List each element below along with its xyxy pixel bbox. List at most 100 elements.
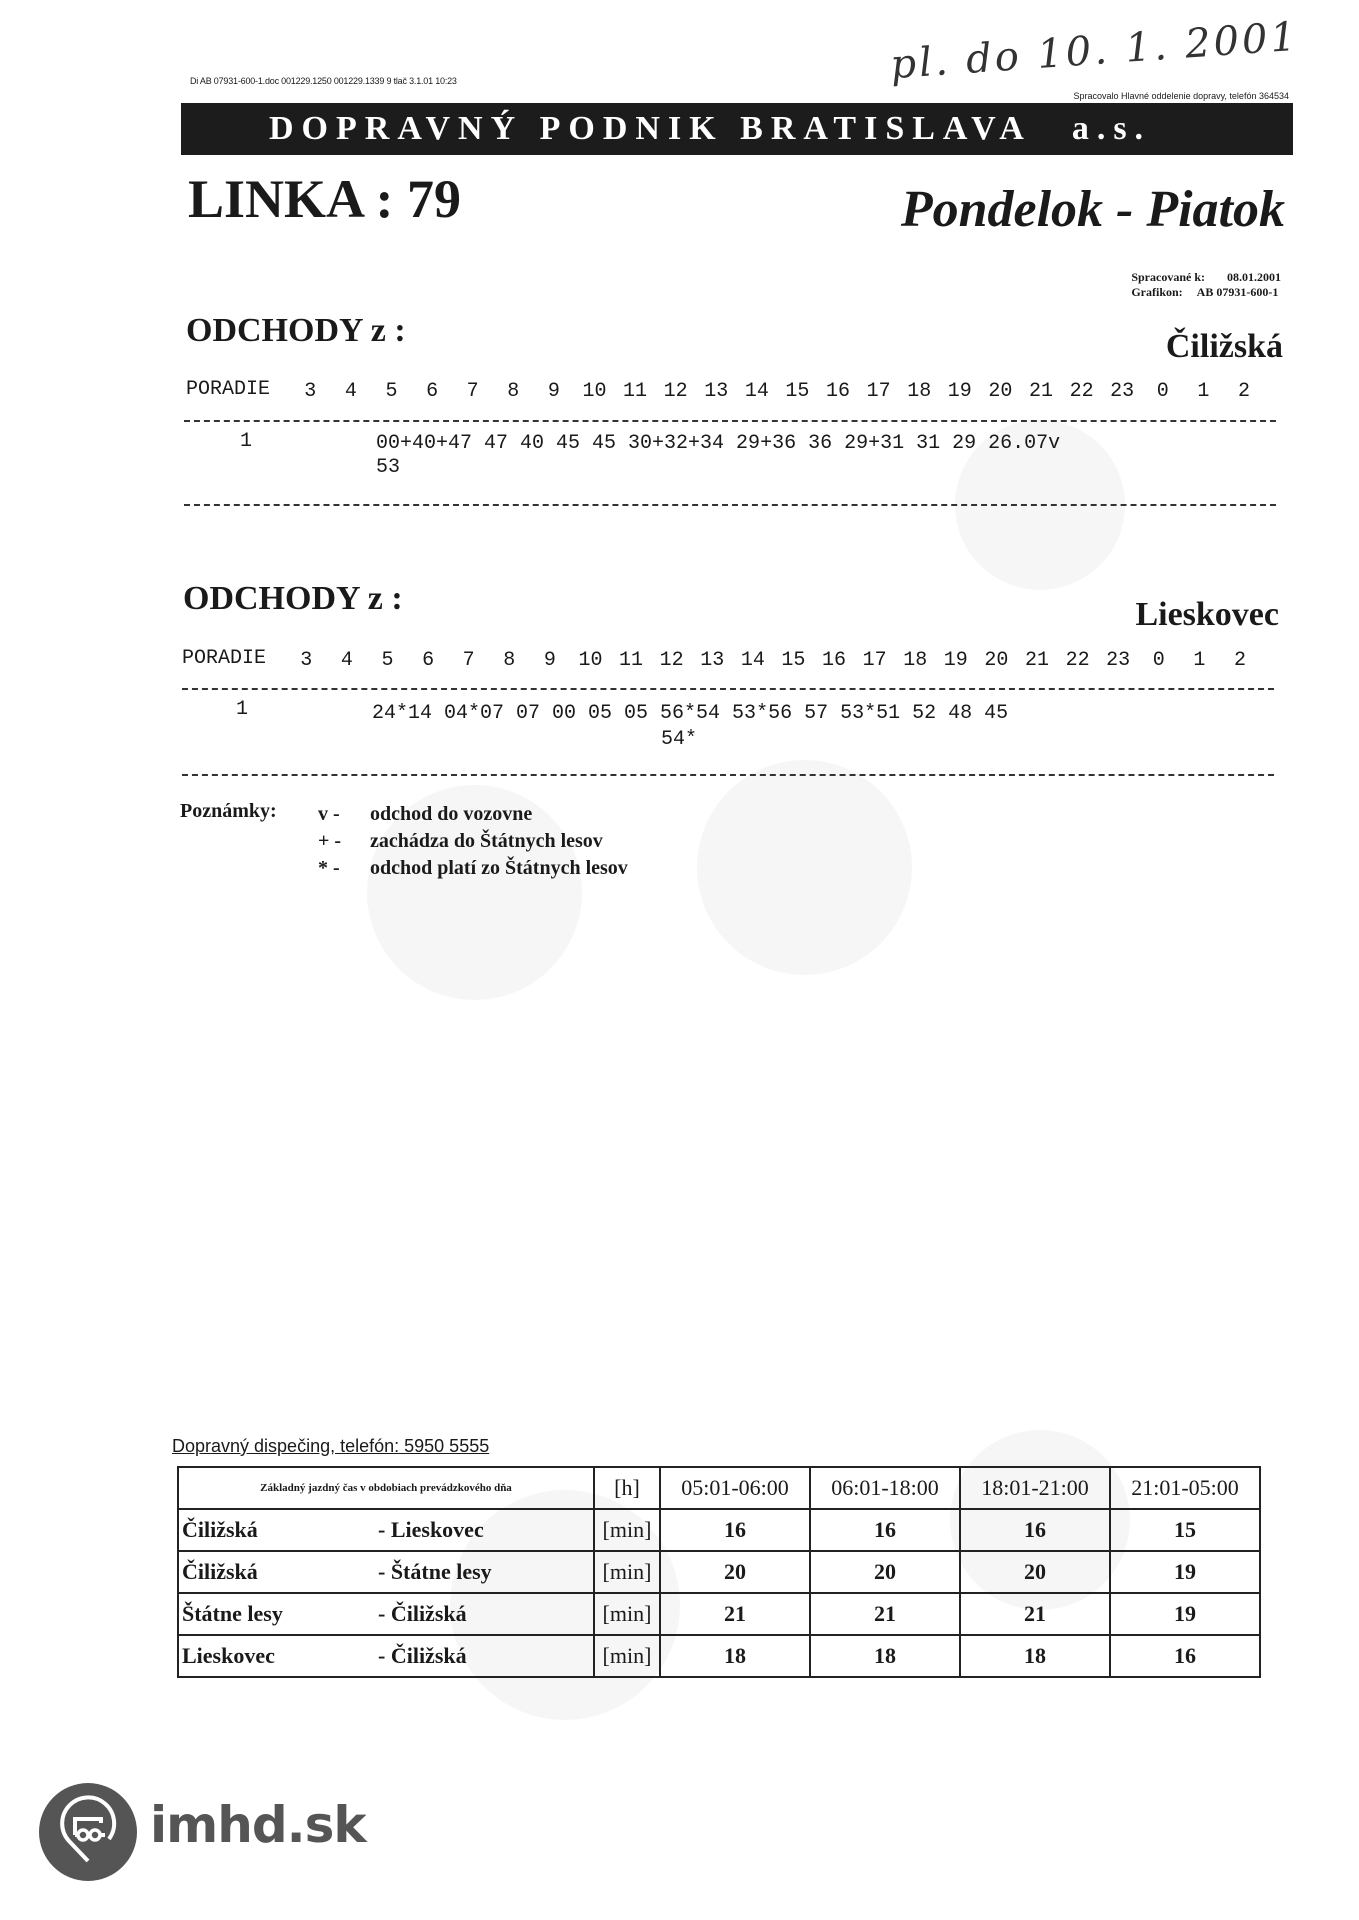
hour-column: 1 (1193, 649, 1206, 672)
time-cell: 21 (959, 1592, 1111, 1636)
time-cell: 21 (659, 1592, 811, 1636)
note-text: odchod platí zo Štátnych lesov (370, 857, 628, 879)
hour-column: 20 (984, 649, 1009, 672)
time-cell: 15 (1109, 1508, 1261, 1552)
route-from: Lieskovec (182, 1643, 275, 1668)
route-to: - Lieskovec (378, 1517, 484, 1542)
hour-column: 3 (304, 380, 317, 403)
note-text: zachádza do Štátnych lesov (370, 830, 603, 852)
hour-column: 2 (1237, 380, 1250, 403)
hour-column: 19 (943, 649, 968, 672)
time-cell: 16 (809, 1508, 961, 1552)
table-row: Štátne lesy - Čiližská [min] 21 21 21 19 (177, 1592, 1261, 1636)
processed-by: Spracovalo Hlavné oddelenie dopravy, tel… (1073, 91, 1290, 101)
route-from: Čiližská (182, 1559, 258, 1584)
hour-column: 19 (947, 380, 972, 403)
hour-column: 18 (903, 649, 928, 672)
company-suffix: a.s. (1071, 110, 1152, 147)
departures-heading: ODCHODY z : (183, 580, 403, 617)
hour-column: 5 (385, 380, 398, 403)
imhd-logo-text: imhd.sk (150, 1796, 367, 1854)
table-row: Lieskovec - Čiližská [min] 18 18 18 16 (177, 1634, 1261, 1678)
table-header-cell: Základný jazdný čas v obdobiach prevádzk… (177, 1466, 595, 1510)
unit-cell: [min] (593, 1634, 661, 1678)
note-text: odchod do vozovne (370, 803, 533, 825)
time-cell: 16 (959, 1508, 1111, 1552)
departures-row-continued: 53 (376, 456, 401, 479)
hour-column: 7 (462, 649, 475, 672)
hour-column: 4 (344, 380, 357, 403)
hour-column: 1 (1197, 380, 1210, 403)
order-label: PORADIE (182, 647, 267, 670)
company-name: DOPRAVNÝ PODNIK BRATISLAVA (269, 110, 1032, 147)
hour-column: 9 (547, 380, 560, 403)
hours-header: 3 4 5 6 7 8 9 10 11 12 13 14 15 16 17 18 19 20 21 22 23 0 1 2 (286, 649, 1260, 672)
departures-heading: ODCHODY z : (186, 312, 406, 349)
hour-column: 17 (862, 649, 887, 672)
hour-column: 23 (1110, 380, 1135, 403)
hour-column: 11 (619, 649, 644, 672)
hour-column: 18 (907, 380, 932, 403)
dispatch-phone: Dopravný dispečing, telefón: 5950 5555 (172, 1436, 490, 1456)
hour-column: 5 (381, 649, 394, 672)
hour-column: 10 (582, 380, 607, 403)
document-reference: Di AB 07931-600-1.doc 001229.1250 001229… (190, 76, 457, 86)
table-header-cell: 18:01-21:00 (959, 1466, 1111, 1510)
hour-column: 13 (700, 649, 725, 672)
hour-column: 0 (1156, 380, 1169, 403)
hours-header: 3 4 5 6 7 8 9 10 11 12 13 14 15 16 17 18 19 20 21 22 23 0 1 2 (290, 380, 1264, 403)
route-cell: Čiližská - Lieskovec (177, 1508, 595, 1552)
hour-column: 8 (507, 380, 520, 403)
hour-column: 21 (1024, 649, 1049, 672)
divider (182, 774, 1274, 776)
company-banner: DOPRAVNÝ PODNIK BRATISLAVA a.s. (181, 103, 1293, 155)
route-to: - Čiližská (378, 1601, 467, 1626)
grafikon-value: AB 07931-600-1 (1196, 285, 1279, 299)
note-symbol: v - (318, 803, 340, 825)
route-to: - Štátne lesy (378, 1559, 492, 1584)
hour-column: 2 (1233, 649, 1246, 672)
schedule-meta: Spracované k: 08.01.2001 Grafikon: AB 0793… (1131, 270, 1281, 300)
hour-column: 20 (988, 380, 1013, 403)
hour-column: 23 (1106, 649, 1131, 672)
watermark-icon (697, 760, 912, 975)
handwritten-note: pl. do 10. 1. 2001 (888, 13, 1301, 89)
processed-date: 08.01.2001 (1227, 270, 1281, 284)
table-row: Čiližská - Štátne lesy [min] 20 20 20 19 (177, 1550, 1261, 1594)
route-cell: Lieskovec - Čiližská (177, 1634, 595, 1678)
departures-row: 24*14 04*07 07 00 05 05 56*54 53*56 57 5… (372, 702, 1009, 725)
time-cell: 20 (959, 1550, 1111, 1594)
time-cell: 20 (809, 1550, 961, 1594)
time-cell: 20 (659, 1550, 811, 1594)
hour-column: 6 (422, 649, 435, 672)
time-cell: 21 (809, 1592, 961, 1636)
divider (182, 688, 1274, 690)
divider (184, 420, 1276, 422)
hour-column: 12 (659, 649, 684, 672)
unit-cell: [min] (593, 1508, 661, 1552)
time-cell: 19 (1109, 1550, 1261, 1594)
hour-column: 11 (623, 380, 648, 403)
note-item: + - zachádza do Štátnych lesov (318, 830, 603, 853)
hour-column: 7 (466, 380, 479, 403)
time-cell: 18 (659, 1634, 811, 1678)
divider (184, 504, 1276, 506)
unit-cell: [min] (593, 1592, 661, 1636)
time-cell: 19 (1109, 1592, 1261, 1636)
time-cell: 16 (1109, 1634, 1261, 1678)
hour-column: 14 (740, 649, 765, 672)
order-label: PORADIE (186, 378, 271, 401)
hour-column: 15 (781, 649, 806, 672)
line-title: LINKA : 79 (188, 169, 462, 229)
time-cell: 18 (959, 1634, 1111, 1678)
hour-column: 8 (503, 649, 516, 672)
grafikon-label: Grafikon: (1131, 285, 1183, 299)
time-cell: 16 (659, 1508, 811, 1552)
route-to: - Čiližská (378, 1643, 467, 1668)
travel-time-table: Základný jazdný čas v obdobiach prevádzk… (177, 1466, 1261, 1678)
table-header-row: Základný jazdný čas v obdobiach prevádzk… (177, 1466, 1261, 1510)
hour-column: 15 (785, 380, 810, 403)
operating-days: Pondelok - Piatok (900, 181, 1285, 238)
note-item: v - odchod do vozovne (318, 803, 532, 826)
table-header-cell: [h] (593, 1466, 661, 1510)
